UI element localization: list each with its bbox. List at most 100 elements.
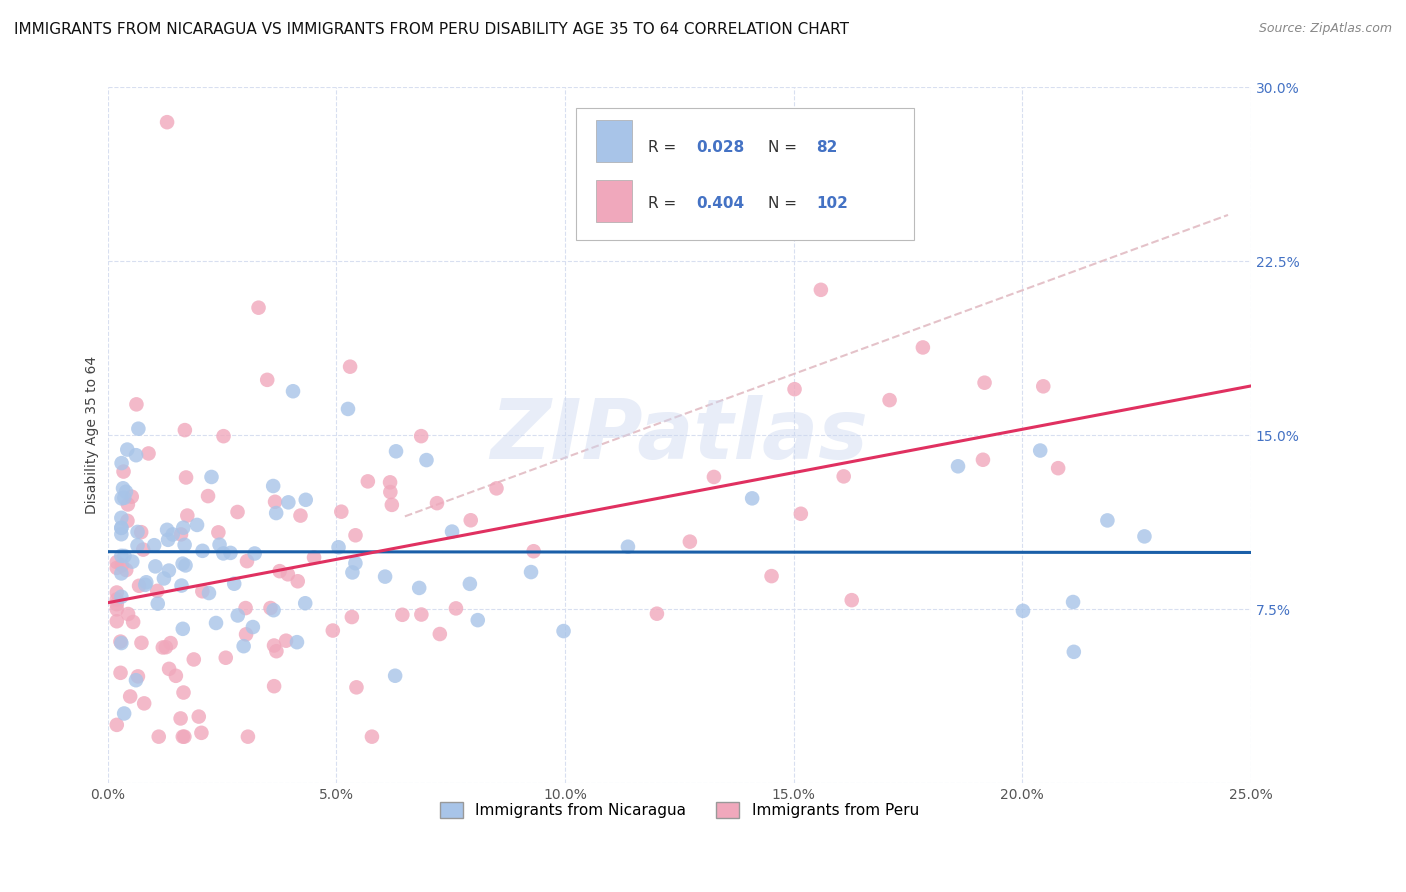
Point — [357, 475, 380, 489]
FancyBboxPatch shape — [576, 108, 914, 241]
Point — [294, 596, 316, 610]
Point — [172, 730, 194, 744]
Point — [170, 578, 193, 592]
Point — [302, 550, 325, 565]
Point — [879, 393, 901, 408]
Point — [783, 382, 806, 396]
Point — [444, 601, 467, 615]
Point — [380, 485, 402, 500]
Point — [105, 718, 128, 732]
Point — [361, 730, 384, 744]
Point — [322, 624, 344, 638]
Point — [205, 615, 228, 630]
Point — [277, 567, 299, 582]
Point — [523, 544, 546, 558]
Point — [973, 376, 995, 390]
FancyBboxPatch shape — [596, 120, 633, 161]
Text: N =: N = — [769, 196, 803, 211]
Point — [384, 669, 406, 683]
Point — [176, 508, 198, 523]
Point — [200, 470, 222, 484]
Point — [110, 566, 132, 581]
Point — [212, 429, 235, 443]
Point — [946, 459, 969, 474]
Point — [121, 555, 143, 569]
Point — [1063, 645, 1085, 659]
Point — [110, 527, 132, 541]
Point — [135, 575, 157, 590]
Point — [411, 429, 433, 443]
Point — [111, 558, 134, 573]
Point — [274, 633, 297, 648]
Point — [120, 690, 142, 704]
Point — [131, 636, 153, 650]
Point — [617, 540, 640, 554]
Point — [125, 397, 148, 411]
Point — [467, 613, 489, 627]
Point — [344, 528, 367, 542]
Point — [157, 564, 180, 578]
Point — [294, 492, 316, 507]
Point — [485, 481, 508, 495]
Point — [110, 636, 132, 650]
Point — [520, 565, 543, 579]
Point — [972, 452, 994, 467]
Point — [174, 470, 197, 484]
Point — [105, 614, 128, 628]
Point — [226, 608, 249, 623]
Point — [165, 669, 187, 683]
Point — [105, 555, 128, 569]
Point — [262, 479, 284, 493]
Point — [170, 527, 193, 541]
Point — [197, 489, 219, 503]
Point — [174, 558, 197, 573]
Point — [330, 505, 353, 519]
Point — [173, 730, 195, 744]
Text: Source: ZipAtlas.com: Source: ZipAtlas.com — [1258, 22, 1392, 36]
Point — [105, 561, 128, 575]
Point — [143, 538, 166, 552]
Point — [172, 557, 194, 571]
Point — [346, 681, 368, 695]
Point — [429, 627, 451, 641]
Point — [134, 697, 156, 711]
Point — [328, 541, 350, 555]
Point — [1097, 513, 1119, 527]
Point — [215, 650, 238, 665]
Legend: Immigrants from Nicaragua, Immigrants from Peru: Immigrants from Nicaragua, Immigrants fr… — [433, 796, 925, 824]
Point — [110, 456, 132, 470]
Point — [263, 679, 285, 693]
Point — [173, 423, 195, 437]
Point — [208, 538, 231, 552]
Point — [169, 711, 191, 725]
Point — [281, 384, 304, 399]
Point — [156, 115, 179, 129]
Y-axis label: Disability Age 35 to 64: Disability Age 35 to 64 — [86, 356, 100, 515]
Point — [172, 622, 194, 636]
Point — [264, 506, 287, 520]
Point — [156, 523, 179, 537]
Point — [110, 590, 132, 604]
Point — [105, 592, 128, 607]
Point — [277, 495, 299, 509]
Point — [269, 564, 291, 578]
Point — [186, 517, 208, 532]
Point — [441, 524, 464, 539]
Point — [256, 373, 278, 387]
Point — [1062, 595, 1084, 609]
Point — [159, 636, 181, 650]
Point — [381, 498, 404, 512]
Text: R =: R = — [648, 196, 682, 211]
Point — [110, 665, 132, 680]
Point — [235, 601, 257, 615]
Point — [212, 546, 235, 560]
Point — [132, 542, 155, 557]
Point — [236, 730, 259, 744]
Text: 102: 102 — [817, 196, 848, 211]
Point — [152, 640, 174, 655]
Point — [127, 524, 149, 539]
Point — [172, 521, 194, 535]
Point — [385, 444, 408, 458]
Text: N =: N = — [769, 140, 803, 155]
Point — [263, 639, 285, 653]
